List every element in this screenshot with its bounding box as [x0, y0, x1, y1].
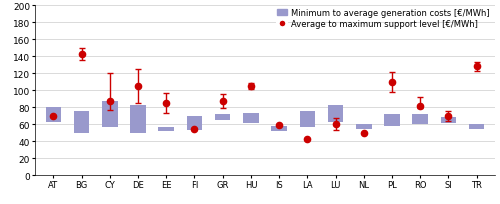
Bar — [356, 125, 372, 129]
Bar — [74, 112, 90, 133]
Bar — [102, 102, 118, 127]
Bar — [300, 112, 315, 127]
Bar — [186, 116, 202, 131]
Bar — [412, 114, 428, 125]
Bar — [469, 125, 484, 130]
Bar — [440, 118, 456, 123]
Bar — [158, 127, 174, 131]
Bar — [215, 114, 230, 120]
Bar — [384, 114, 400, 126]
Bar — [130, 105, 146, 133]
Bar — [328, 105, 344, 122]
Bar — [243, 114, 258, 123]
Bar — [272, 126, 287, 131]
Legend: Minimum to average generation costs [€/MWh], Average to maximum support level [€: Minimum to average generation costs [€/M… — [276, 7, 491, 30]
Bar — [46, 108, 61, 122]
